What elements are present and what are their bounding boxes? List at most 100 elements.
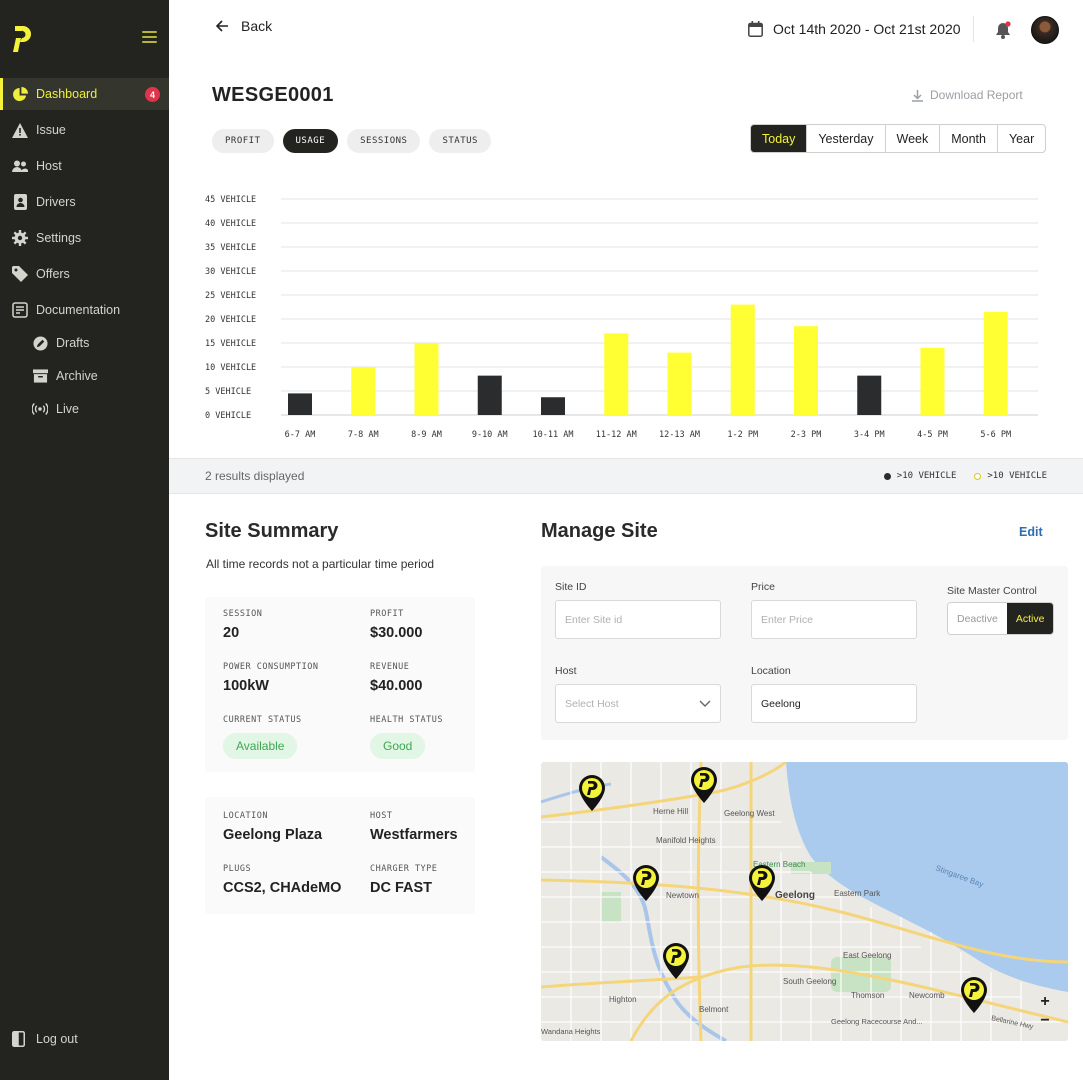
- y-tick-label: 25 VEHICLE: [205, 291, 256, 301]
- map-label: Herne Hill: [653, 807, 688, 816]
- date-range-picker[interactable]: Oct 14th 2020 - Oct 21st 2020: [748, 21, 961, 37]
- master-control-label: Site Master Control: [947, 585, 1037, 597]
- zoom-in-button[interactable]: +: [1040, 993, 1050, 1010]
- back-button[interactable]: Back: [216, 18, 272, 34]
- y-tick-label: 15 VEHICLE: [205, 339, 256, 349]
- site-id-input[interactable]: Enter Site id: [555, 600, 721, 639]
- chart-bar[interactable]: [477, 375, 502, 415]
- sidebar-item-label: Drafts: [56, 336, 90, 350]
- host-select[interactable]: Select Host: [555, 684, 721, 723]
- logout-button[interactable]: Log out: [0, 1024, 169, 1054]
- chart-bar[interactable]: [288, 393, 312, 415]
- host-select-placeholder: Select Host: [565, 697, 619, 710]
- sidebar-item-offers[interactable]: Offers: [0, 258, 169, 290]
- info-value: Westfarmers: [370, 827, 458, 843]
- charger-pin-icon[interactable]: [633, 865, 659, 901]
- active-option[interactable]: Active: [1006, 603, 1054, 634]
- charger-pin-icon[interactable]: [691, 767, 717, 803]
- x-tick-label: 6-7 AM: [285, 430, 316, 440]
- host-label: Host: [555, 665, 577, 677]
- legend-item: >10 VEHICLE: [883, 471, 957, 481]
- y-tick-label: 5 VEHICLE: [205, 387, 251, 397]
- manage-site-form: Site ID Enter Site id Price Enter Price …: [541, 566, 1068, 740]
- health-badge: Good: [370, 733, 426, 759]
- sidebar-item-dashboard[interactable]: Dashboard 4: [0, 78, 169, 110]
- session-stat: SESSION 20: [223, 609, 262, 641]
- chart-bar[interactable]: [541, 397, 565, 415]
- chart-bar[interactable]: [730, 304, 755, 415]
- chart-bar[interactable]: [794, 326, 818, 415]
- stat-value: 100kW: [223, 678, 269, 694]
- map-label: Geelong: [775, 890, 815, 901]
- sidebar-item-live[interactable]: Live: [0, 393, 169, 425]
- logout-label: Log out: [36, 1032, 78, 1046]
- chart-bar[interactable]: [667, 352, 692, 415]
- y-tick-label: 35 VEHICLE: [205, 243, 256, 253]
- sidebar-item-host[interactable]: Host: [0, 150, 169, 182]
- legend-label: >10 VEHICLE: [896, 471, 957, 481]
- site-info-card: LOCATION Geelong Plaza HOST Westfarmers …: [205, 797, 475, 914]
- x-tick-label: 3-4 PM: [854, 430, 885, 440]
- sidebar-item-issue[interactable]: Issue: [0, 114, 169, 146]
- tab-sessions[interactable]: SESSIONS: [347, 129, 421, 153]
- tab-status[interactable]: STATUS: [429, 129, 491, 153]
- price-input[interactable]: Enter Price: [751, 600, 917, 639]
- sidebar-item-label: Live: [56, 402, 79, 416]
- location-label: Location: [751, 665, 791, 677]
- deactive-option[interactable]: Deactive: [948, 603, 1007, 634]
- location-input[interactable]: Geelong: [751, 684, 917, 723]
- sidebar-item-label: Host: [36, 159, 62, 173]
- bell-icon[interactable]: [993, 20, 1013, 40]
- charger-type-info: CHARGER TYPE DC FAST: [370, 864, 437, 896]
- charger-pin-icon[interactable]: [663, 943, 689, 979]
- legend-dot-yellow: [974, 472, 982, 480]
- x-tick-label: 5-6 PM: [980, 430, 1011, 440]
- avatar[interactable]: [1031, 16, 1059, 44]
- tab-usage[interactable]: USAGE: [282, 129, 339, 153]
- period-yesterday[interactable]: Yesterday: [806, 125, 884, 152]
- zoom-out-button[interactable]: −: [1040, 1012, 1050, 1029]
- tab-profit[interactable]: PROFIT: [212, 129, 274, 153]
- page-title: WESGE0001: [212, 84, 334, 106]
- period-today[interactable]: Today: [751, 125, 807, 152]
- chart-legend: >10 VEHICLE >10 VEHICLE: [883, 471, 1047, 481]
- map-label: Geelong West: [724, 809, 775, 818]
- chart-bar[interactable]: [857, 375, 882, 415]
- broadcast-icon: [32, 401, 48, 417]
- sidebar-item-drivers[interactable]: Drivers: [0, 186, 169, 218]
- charger-pin-icon[interactable]: [749, 865, 775, 901]
- sidebar-item-settings[interactable]: Settings: [0, 222, 169, 254]
- download-report-button[interactable]: Download Report: [911, 88, 1023, 102]
- brand-logo[interactable]: [10, 24, 34, 54]
- charger-pin-icon[interactable]: [961, 977, 987, 1013]
- health-status-stat: HEALTH STATUS Good: [370, 715, 443, 759]
- x-tick-label: 10-11 AM: [533, 430, 574, 440]
- document-icon: [12, 302, 28, 318]
- sidebar-item-archive[interactable]: Archive: [0, 360, 169, 392]
- header-divider: [973, 16, 974, 42]
- period-week[interactable]: Week: [884, 125, 940, 152]
- charger-pin-icon[interactable]: [579, 775, 605, 811]
- menu-toggle-icon[interactable]: [142, 31, 157, 44]
- chart-bar[interactable]: [414, 343, 439, 415]
- stat-label: HEALTH STATUS: [370, 715, 444, 725]
- site-map[interactable]: Herne Hill Geelong West Manifold Heights…: [541, 762, 1068, 1041]
- power-stat: POWER CONSUMPTION 100kW: [223, 662, 319, 694]
- chart-bar[interactable]: [920, 347, 945, 415]
- edit-button[interactable]: Edit: [1019, 525, 1043, 539]
- site-summary-title: Site Summary: [205, 520, 339, 542]
- map-label: Newtown: [666, 891, 699, 900]
- x-tick-label: 1-2 PM: [727, 430, 758, 440]
- map-label: Wandana Heights: [541, 1027, 601, 1036]
- chart-bar[interactable]: [604, 333, 629, 415]
- sidebar-item-documentation[interactable]: Documentation: [0, 294, 169, 326]
- stat-value: 20: [223, 625, 240, 641]
- chart-bar[interactable]: [983, 311, 1008, 415]
- period-month[interactable]: Month: [939, 125, 997, 152]
- stat-value: $40.000: [370, 678, 423, 694]
- chart-bar[interactable]: [351, 367, 376, 415]
- sidebar-item-label: Settings: [36, 231, 82, 245]
- users-icon: [12, 158, 28, 174]
- period-year[interactable]: Year: [996, 125, 1045, 152]
- sidebar-item-drafts[interactable]: Drafts: [0, 327, 169, 359]
